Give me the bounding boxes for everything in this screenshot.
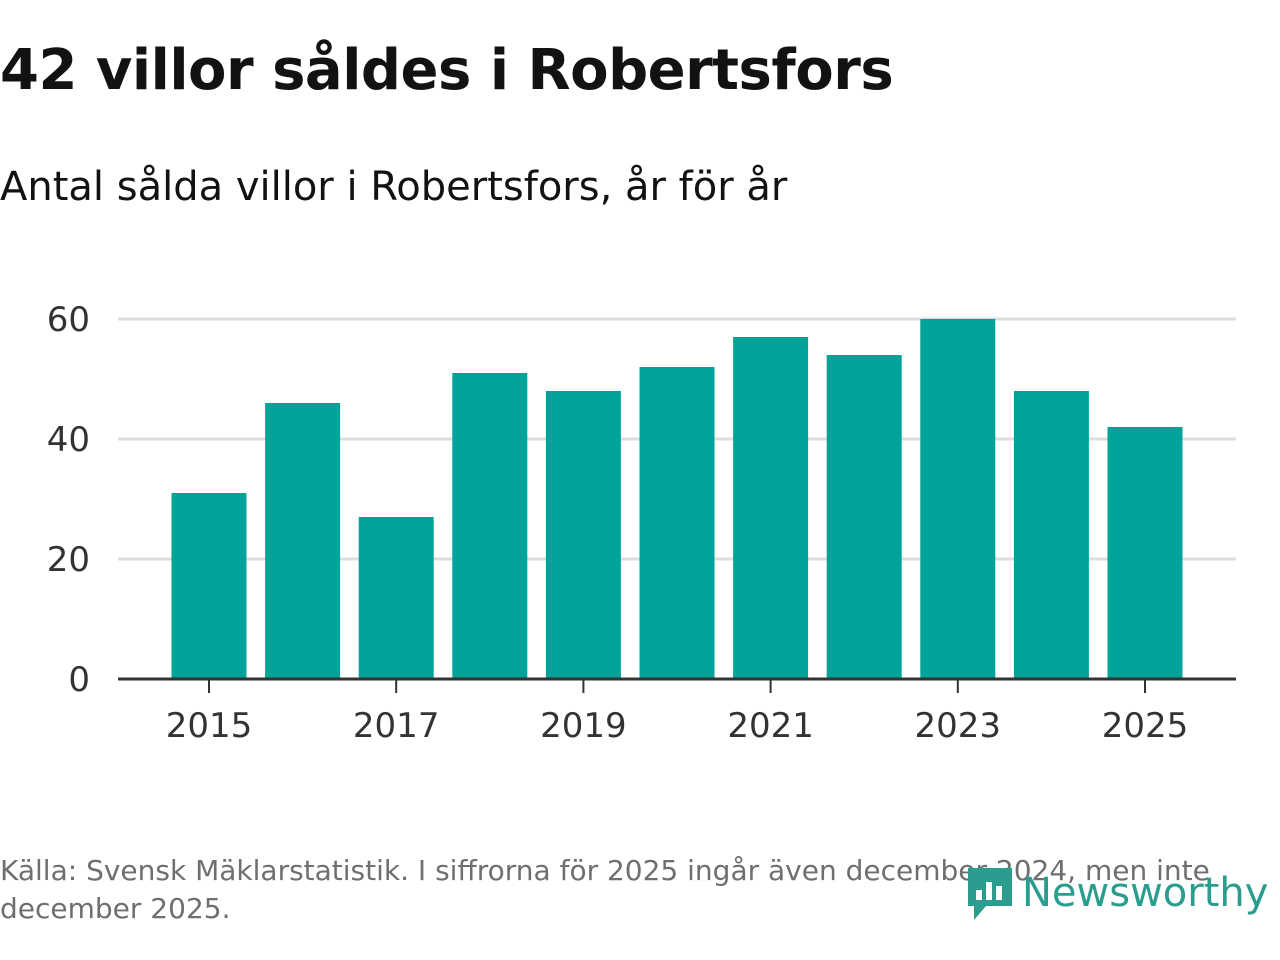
y-tick-label-20: 20 bbox=[47, 540, 90, 580]
bar-2022 bbox=[826, 355, 902, 679]
bar-2020 bbox=[639, 367, 715, 679]
bar-2016 bbox=[265, 403, 341, 679]
x-tick-label-2019: 2019 bbox=[540, 706, 627, 746]
x-tick-label-2021: 2021 bbox=[727, 706, 814, 746]
x-tick-label-2023: 2023 bbox=[915, 706, 1002, 746]
x-tick-label-2015: 2015 bbox=[166, 706, 253, 746]
newsworthy-logo-icon bbox=[968, 868, 1012, 920]
bar-2018 bbox=[452, 373, 528, 679]
bar-2019 bbox=[545, 391, 621, 679]
x-tick-label-2025: 2025 bbox=[1102, 706, 1189, 746]
bar-2021 bbox=[733, 337, 809, 679]
bar-2023 bbox=[920, 319, 996, 679]
y-tick-label-0: 0 bbox=[68, 660, 90, 700]
bar-2017 bbox=[358, 517, 434, 679]
newsworthy-logo: Newsworthy bbox=[964, 862, 1268, 924]
bar-2024 bbox=[1013, 391, 1089, 679]
y-tick-label-40: 40 bbox=[47, 420, 90, 460]
bar-2025 bbox=[1107, 427, 1183, 679]
newsworthy-logo-text: Newsworthy bbox=[1022, 870, 1269, 916]
chart-subtitle: Antal sålda villor i Robertsfors, år för… bbox=[0, 164, 788, 210]
x-tick-label-2017: 2017 bbox=[353, 706, 440, 746]
chart-title: 42 villor såldes i Robertsfors bbox=[0, 38, 894, 103]
y-tick-label-60: 60 bbox=[47, 300, 90, 340]
bar-2015 bbox=[171, 493, 247, 679]
